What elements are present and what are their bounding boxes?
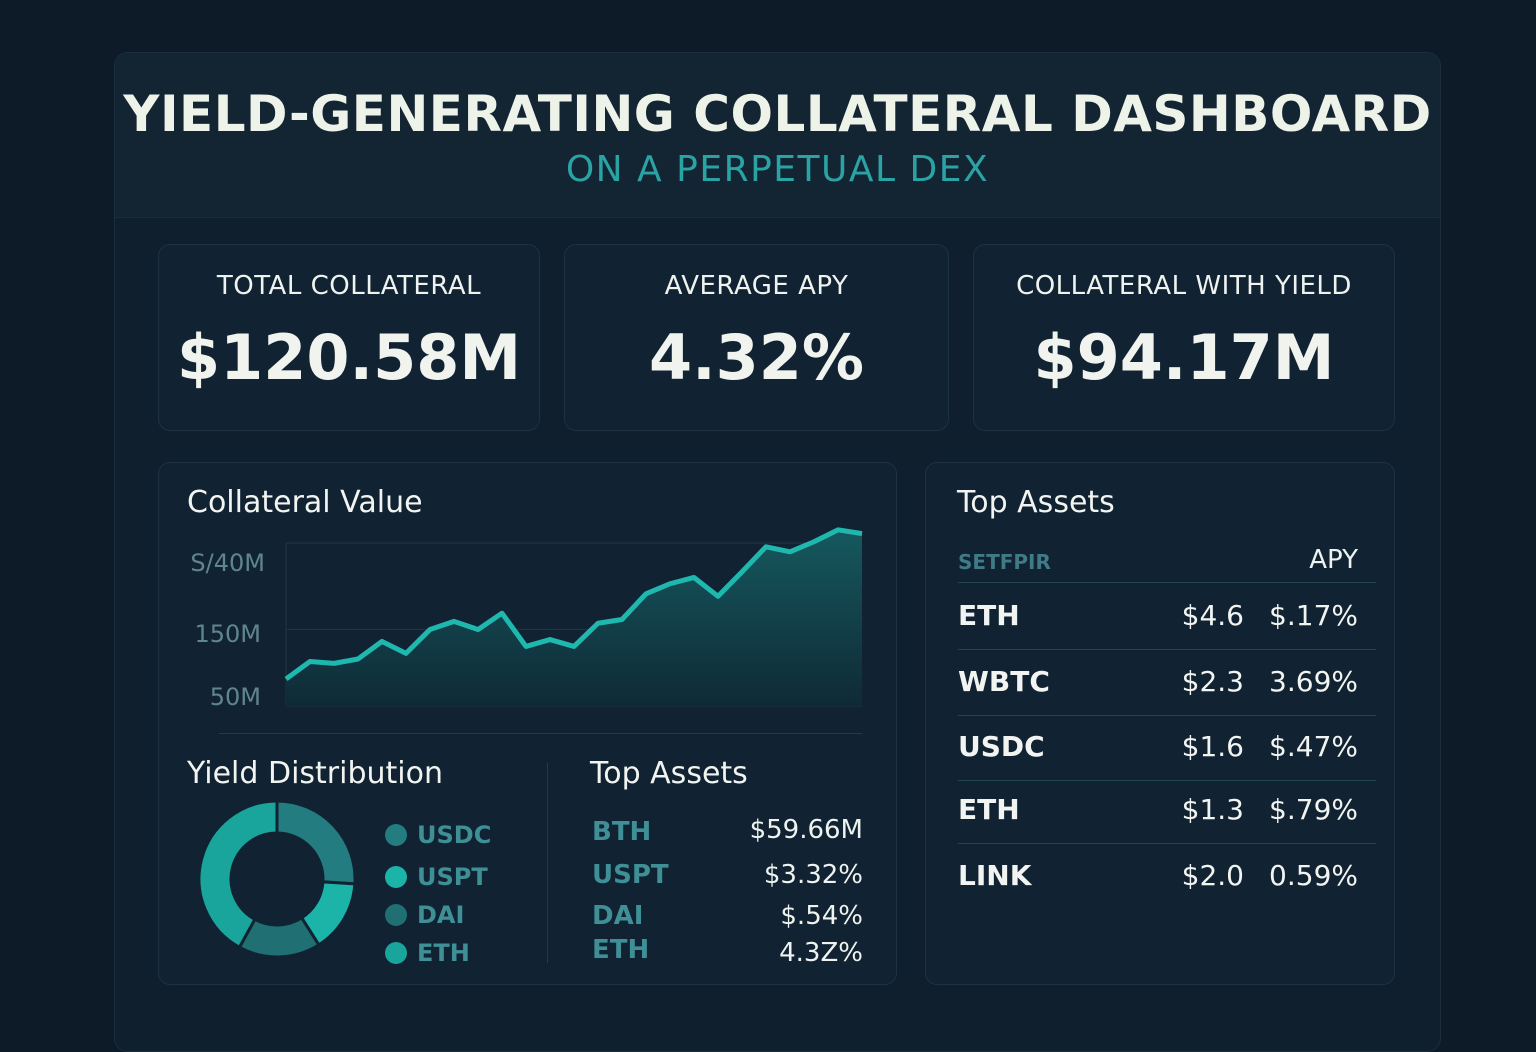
kpi-label: COLLATERAL WITH YIELD <box>974 271 1394 301</box>
kpi-value: $120.58M <box>159 321 539 394</box>
legend-swatch <box>385 866 407 888</box>
asset-name: ETH <box>958 793 1020 826</box>
legend-item: DAI <box>385 901 464 929</box>
asset-apy: 0.59% <box>1269 859 1358 892</box>
asset-name: LINK <box>958 859 1031 892</box>
legend-label: USDC <box>417 821 491 849</box>
collateral-chart-title: Collateral Value <box>187 485 423 520</box>
asset-apy: $.47% <box>1269 730 1358 763</box>
legend-label: DAI <box>417 901 464 929</box>
top-assets-title: Top Assets <box>957 485 1115 520</box>
asset-name: USDC <box>958 730 1045 763</box>
divider <box>958 780 1376 781</box>
header: YIELD-GENERATING COLLATERAL DASHBOARD ON… <box>115 53 1440 218</box>
asset-value: 4.3Z% <box>663 938 863 968</box>
asset-value: $59.66M <box>663 815 863 845</box>
asset-value: $.54% <box>663 901 863 931</box>
divider <box>958 843 1376 844</box>
divider <box>958 582 1376 583</box>
kpi-collateral-with-yield: COLLATERAL WITH YIELD $94.17M <box>973 244 1395 431</box>
kpi-label: TOTAL COLLATERAL <box>159 271 539 301</box>
column-header-asset[interactable]: SETFPIR <box>958 550 1051 574</box>
asset-apy: $.79% <box>1269 793 1358 826</box>
legend-item: USPT <box>385 863 488 891</box>
page-title: YIELD-GENERATING COLLATERAL DASHBOARD <box>115 53 1440 143</box>
legend-swatch <box>385 942 407 964</box>
divider <box>958 649 1376 650</box>
donut-slice-usdc <box>277 801 355 884</box>
asset-name: ETH <box>958 599 1020 632</box>
asset-name: WBTC <box>958 665 1050 698</box>
y-tick: 50M <box>171 683 261 711</box>
legend-item: ETH <box>385 939 470 967</box>
y-tick: 150M <box>171 620 261 648</box>
collateral-panel: Collateral Value S/40M 150M 50M Yield Di… <box>158 462 897 985</box>
legend-item: USDC <box>385 821 491 849</box>
asset-name: DAI <box>592 901 643 931</box>
asset-value: $4.6 <box>1126 599 1244 632</box>
area-fill <box>286 530 862 706</box>
legend-label: USPT <box>417 863 488 891</box>
page-subtitle: ON A PERPETUAL DEX <box>115 149 1440 190</box>
yield-distribution-title: Yield Distribution <box>187 756 443 791</box>
y-tick: S/40M <box>175 549 265 577</box>
divider <box>958 715 1376 716</box>
asset-apy: 3.69% <box>1269 665 1358 698</box>
asset-value: $2.3 <box>1126 665 1244 698</box>
divider <box>219 733 862 734</box>
divider <box>547 763 548 963</box>
kpi-label: AVERAGE APY <box>565 271 948 301</box>
asset-apy: $.17% <box>1269 599 1358 632</box>
kpi-total-collateral: TOTAL COLLATERAL $120.58M <box>158 244 540 431</box>
legend-label: ETH <box>417 939 470 967</box>
asset-name: BTH <box>592 817 651 847</box>
column-header-apy[interactable]: APY <box>1309 545 1358 575</box>
legend-swatch <box>385 904 407 926</box>
asset-name: USPT <box>592 860 669 890</box>
asset-value: $3.32% <box>663 860 863 890</box>
asset-name: ETH <box>592 935 649 965</box>
legend-swatch <box>385 824 407 846</box>
yield-donut-chart <box>197 799 357 959</box>
asset-value: $1.6 <box>1126 730 1244 763</box>
collateral-area-chart <box>284 523 864 713</box>
top-assets-mini-title: Top Assets <box>590 756 748 791</box>
kpi-value: 4.32% <box>565 321 948 394</box>
kpi-average-apy: AVERAGE APY 4.32% <box>564 244 949 431</box>
kpi-value: $94.17M <box>974 321 1394 394</box>
top-assets-panel: Top Assets SETFPIR APY ETH $4.6 $.17% WB… <box>925 462 1395 985</box>
asset-value: $2.0 <box>1126 859 1244 892</box>
asset-value: $1.3 <box>1126 793 1244 826</box>
